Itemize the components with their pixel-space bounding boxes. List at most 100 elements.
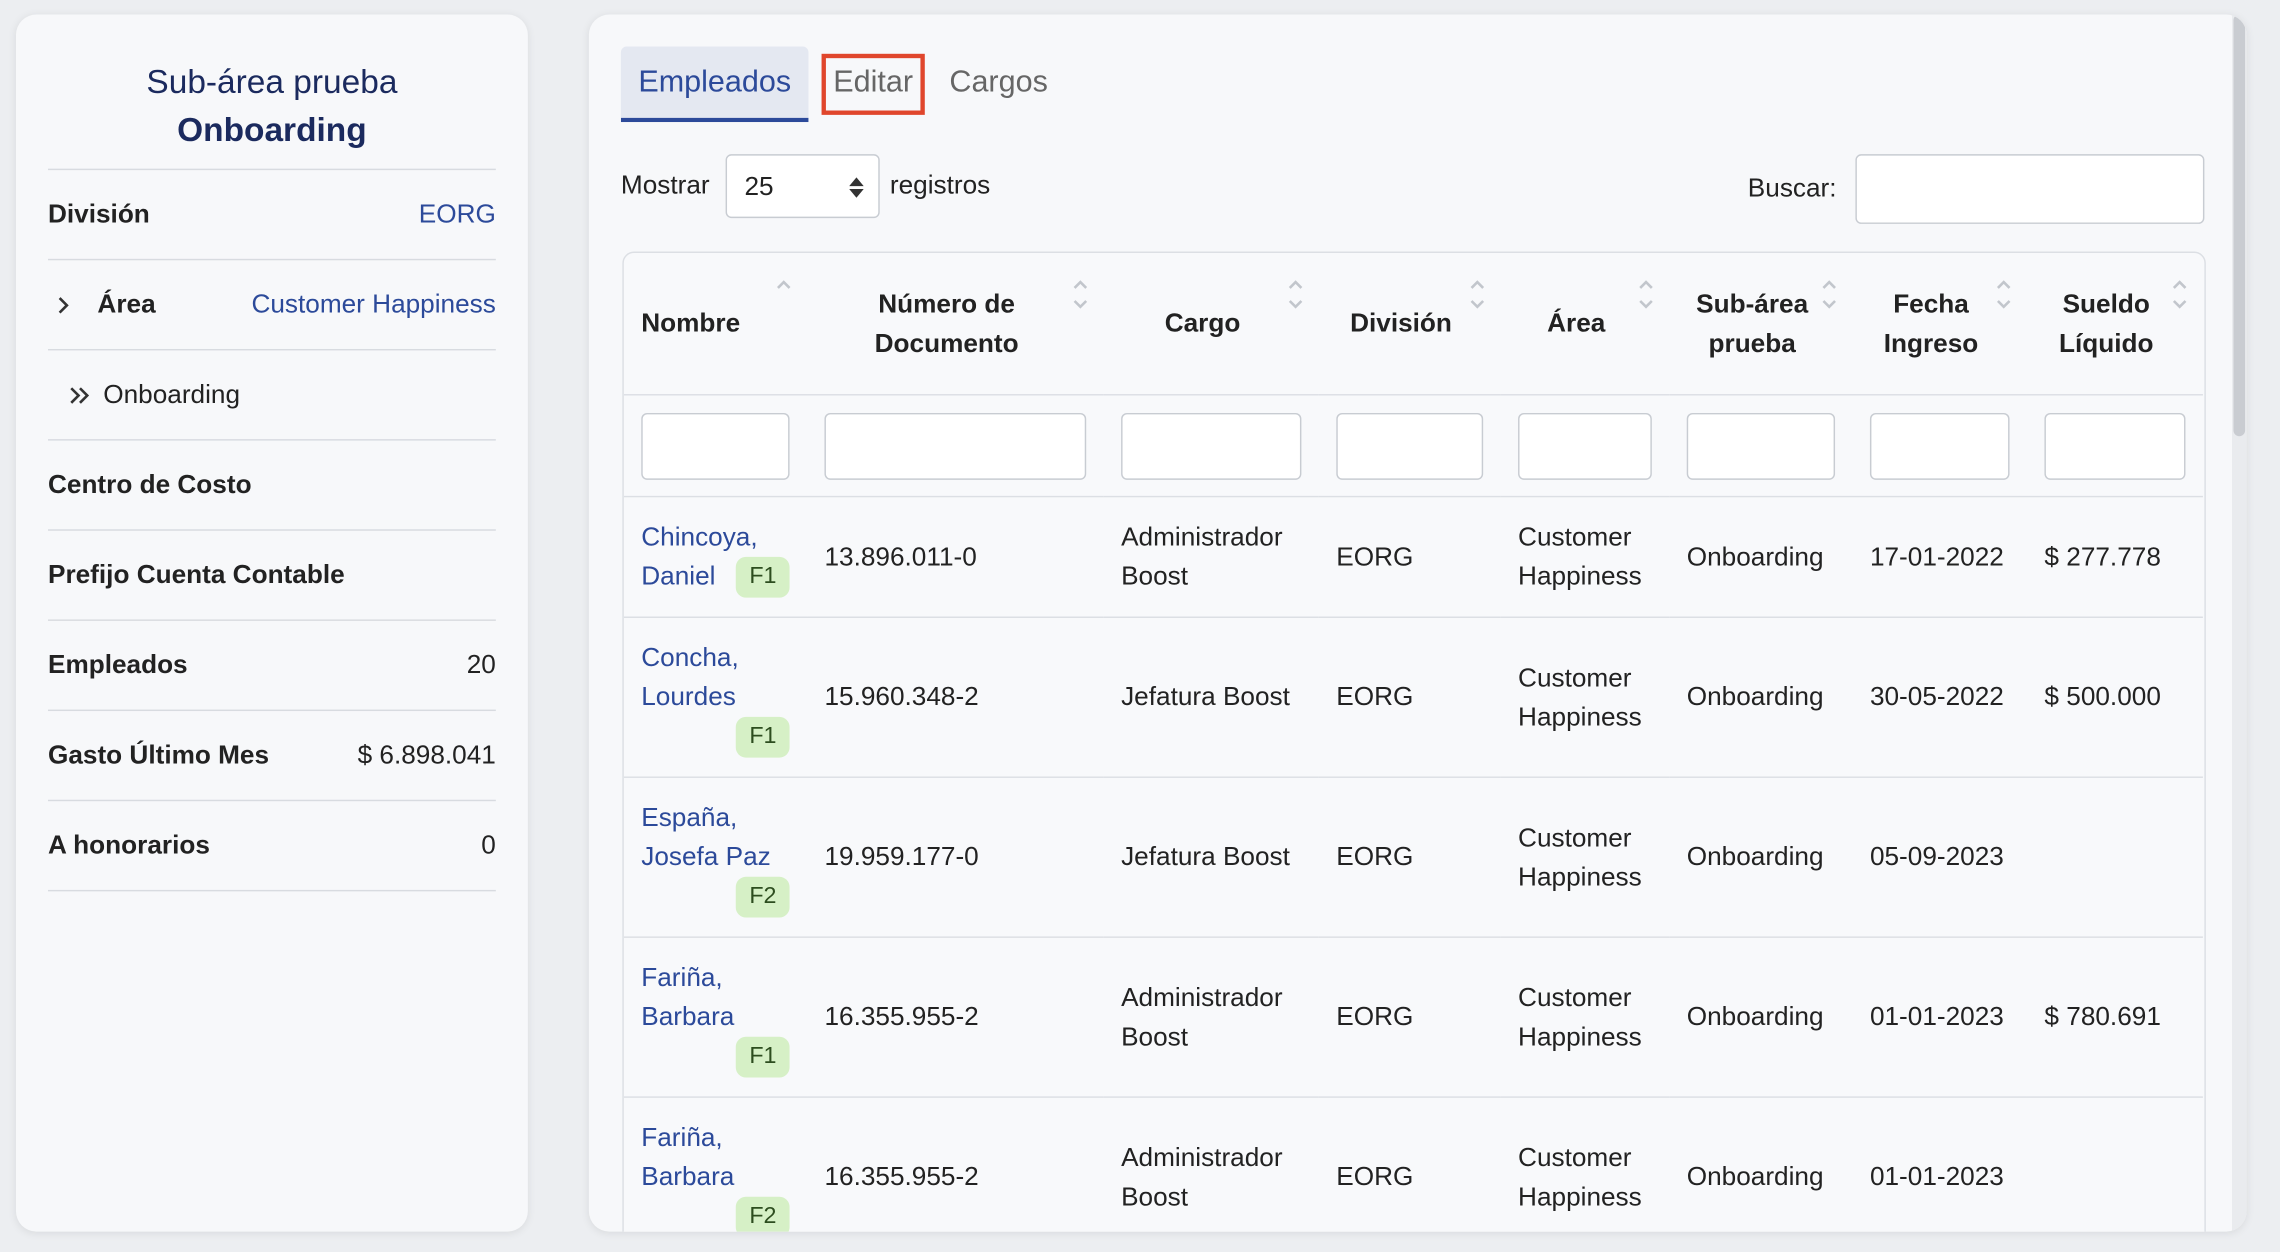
cell-text: 17-01-2022 xyxy=(1869,541,2004,571)
column-header-text: Sueldo Líquido xyxy=(2058,288,2154,357)
table-cell: EORG xyxy=(1318,617,1501,778)
table-row: Chincoya, Daniel F1 13.896.011-0 Administra… xyxy=(623,496,2203,618)
sidebar-title: Sub-área prueba xyxy=(146,62,398,101)
table-cell xyxy=(2026,777,2203,938)
column-filter-input[interactable] xyxy=(641,412,790,480)
cell-text: Onboarding xyxy=(1686,1001,1824,1031)
employee-name[interactable]: Concha, Lourdes xyxy=(641,641,739,711)
table-row: España, Josefa Paz F2 19.959.177-0 Jefatura… xyxy=(623,777,2203,938)
table-cell: Onboarding xyxy=(1669,617,1853,778)
name-cell: Fariña, Barbara F1 xyxy=(623,937,808,1098)
sidebar-row: Centro de Costo xyxy=(47,441,496,531)
tab[interactable]: Empleados xyxy=(620,46,809,123)
table-row: Concha, Lourdes F1 15.960.348-2 Jefatura Bo… xyxy=(623,617,2203,778)
tab[interactable]: Editar xyxy=(814,47,932,123)
column-header-text: Cargo xyxy=(1164,308,1241,338)
column-header[interactable]: Cargo xyxy=(1103,253,1319,396)
sidebar-value[interactable]: EORG xyxy=(418,199,496,229)
show-label: Mostrar xyxy=(620,170,710,200)
sidebar-subtitle: Onboarding xyxy=(177,110,367,149)
employee-name[interactable]: Fariña, Barbara xyxy=(641,1121,735,1191)
table-cell: Customer Happiness xyxy=(1500,937,1670,1098)
cell-text: Customer Happiness xyxy=(1518,522,1642,591)
column-header-text: Sub-área prueba xyxy=(1696,288,1809,357)
column-header[interactable]: Sueldo Líquido xyxy=(2026,253,2203,396)
sidebar-row-left: Centro de Costo xyxy=(48,470,252,501)
column-filter-input[interactable] xyxy=(1121,412,1302,480)
filter-cell xyxy=(1500,394,1670,498)
badge: F2 xyxy=(736,876,790,917)
column-header-text: Número de Documento xyxy=(874,288,1019,357)
column-filter-input[interactable] xyxy=(824,412,1087,480)
table-cell: 01-01-2023 xyxy=(1852,937,2027,1098)
sidebar-row-left: Área xyxy=(48,289,156,320)
table-cell: 30-05-2022 xyxy=(1852,617,2027,778)
column-header[interactable]: Número de Documento xyxy=(807,253,1104,396)
cell-text: $ 500.000 xyxy=(2044,681,2161,712)
employee-name[interactable]: Chincoya, Daniel xyxy=(641,521,758,590)
sort-icon xyxy=(1639,280,1653,309)
employee-name[interactable]: España, Josefa Paz xyxy=(641,801,771,871)
sidebar-label: A honorarios xyxy=(47,830,210,860)
table-cell: Jefatura Boost xyxy=(1103,777,1319,938)
table-cell: Administrador Boost xyxy=(1103,496,1319,618)
badge: F1 xyxy=(736,556,790,597)
table-row: Fariña, Barbara F2 16.355.955-2 Administrad… xyxy=(623,1097,2203,1232)
column-header[interactable]: Área xyxy=(1500,253,1670,396)
sidebar-value: $ 6.898.041 xyxy=(357,740,496,770)
column-header-text: División xyxy=(1350,308,1452,338)
cell-text: Onboarding xyxy=(1686,541,1824,571)
cell-text: Jefatura Boost xyxy=(1121,841,1290,871)
table-cell: $ 500.000 xyxy=(2026,617,2203,778)
column-header-text: Fecha Ingreso xyxy=(1883,288,1979,357)
cell-text: EORG xyxy=(1336,1001,1414,1031)
sort-icon xyxy=(777,280,791,289)
employee-name[interactable]: Fariña, Barbara xyxy=(641,961,735,1031)
cell-text: 19.959.177-0 xyxy=(824,841,979,871)
sort-icon xyxy=(2172,280,2187,309)
chevron-icon xyxy=(58,296,69,313)
table-cell: 05-09-2023 xyxy=(1852,777,2027,938)
table-cell: Jefatura Boost xyxy=(1103,617,1319,778)
table-cell: $ 780.691 xyxy=(2026,937,2203,1098)
name-cell: Concha, Lourdes F1 xyxy=(623,617,808,778)
column-filter-input[interactable] xyxy=(2044,412,2186,480)
double-chevron-icon xyxy=(70,386,90,403)
sidebar-row-left: Gasto Último Mes xyxy=(48,740,269,771)
page-size-select[interactable]: 25 xyxy=(725,154,880,219)
employees-table: Nombre Número de Documento Cargo División Ár… xyxy=(623,253,2203,1232)
column-filter-input[interactable] xyxy=(1518,412,1652,480)
cell-text: $ 277.778 xyxy=(2044,541,2161,571)
name-cell: Chincoya, Daniel F1 xyxy=(623,496,808,618)
show-suffix: registros xyxy=(889,170,991,200)
main-card: Empleados Editar Cargos Mostrar 25 registr… xyxy=(588,14,2247,1232)
cell-text: Customer Happiness xyxy=(1518,822,1642,891)
column-filter-input[interactable] xyxy=(1686,412,1836,480)
filter-cell xyxy=(1103,394,1319,498)
table-cell: Onboarding xyxy=(1669,937,1853,1098)
table-cell: Onboarding xyxy=(1669,1097,1853,1232)
sidebar-label: Empleados xyxy=(47,649,188,680)
tab[interactable]: Cargos xyxy=(949,65,1048,99)
table-cell: 01-01-2023 xyxy=(1852,1097,2027,1232)
table-cell: EORG xyxy=(1318,777,1501,938)
table-cell: Administrador Boost xyxy=(1103,937,1319,1098)
filter-cell xyxy=(1318,394,1501,498)
filter-cell xyxy=(807,394,1104,498)
sidebar-row-left: Empleados xyxy=(48,650,188,681)
column-filter-input[interactable] xyxy=(1336,412,1484,480)
badge: F1 xyxy=(736,1036,790,1077)
sidebar-value[interactable]: Customer Happiness xyxy=(251,289,496,319)
cell-text: EORG xyxy=(1336,541,1414,571)
column-filter-input[interactable] xyxy=(1869,412,2010,480)
sidebar-label: Centro de Costo xyxy=(47,469,252,499)
filter-cell xyxy=(1669,394,1853,498)
column-header[interactable]: Nombre xyxy=(623,253,808,396)
sidebar-row-left: Prefijo Cuenta Contable xyxy=(48,560,345,591)
column-header[interactable]: Fecha Ingreso xyxy=(1852,253,2027,396)
table-cell: 19.959.177-0 xyxy=(807,777,1104,938)
table-cell: 16.355.955-2 xyxy=(807,1097,1104,1232)
column-header[interactable]: Sub-área prueba xyxy=(1669,253,1853,396)
search-input[interactable] xyxy=(1855,154,2205,224)
column-header[interactable]: División xyxy=(1318,253,1501,396)
